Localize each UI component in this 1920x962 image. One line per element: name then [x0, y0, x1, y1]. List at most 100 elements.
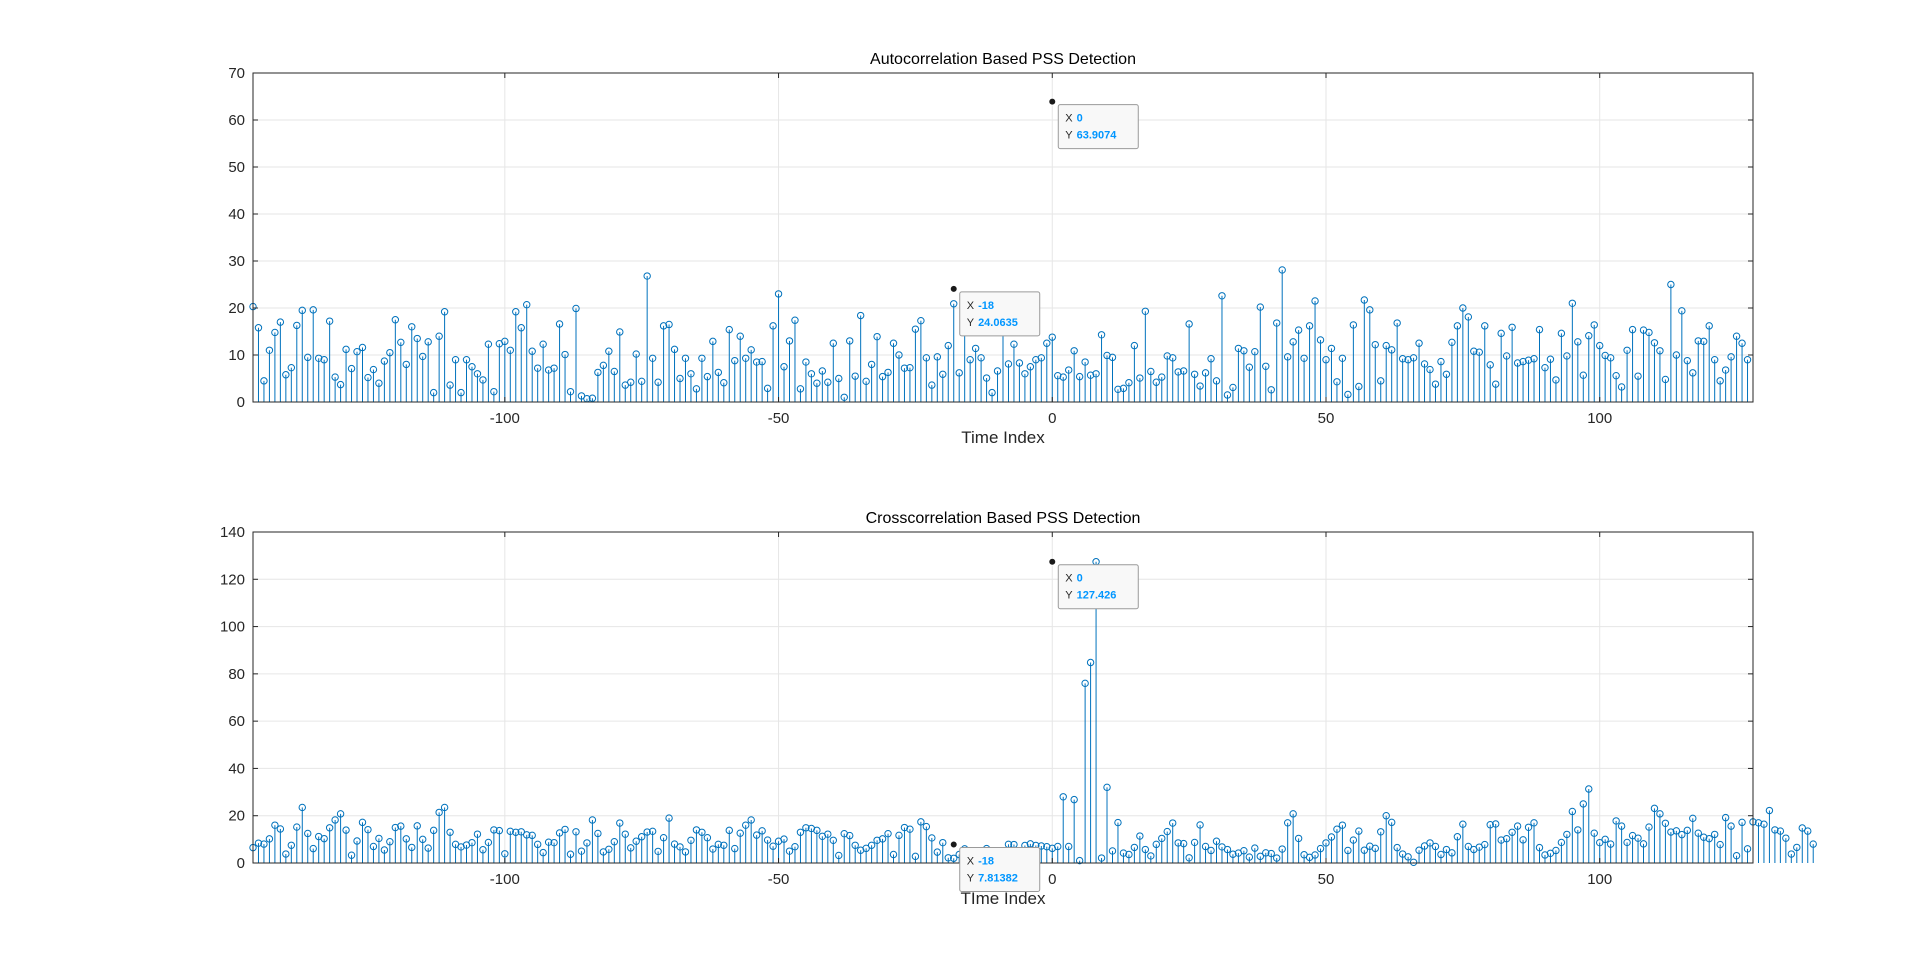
stem-marker	[1574, 826, 1582, 834]
stem-marker	[698, 828, 706, 836]
stem-marker	[1448, 849, 1456, 857]
stem-marker	[1596, 838, 1604, 847]
datatips[interactable]: X -18Y 7.81382 X 0Y 127.426	[949, 557, 1139, 893]
stem-marker	[659, 834, 668, 842]
stem-marker	[621, 830, 629, 838]
stem-marker	[1015, 359, 1024, 367]
stem-marker	[271, 328, 279, 337]
stem-marker	[1672, 827, 1681, 835]
stem-marker	[1223, 845, 1232, 854]
stem-marker	[539, 340, 547, 348]
stem-marker	[725, 826, 733, 835]
x-tick-label: -50	[768, 410, 790, 427]
stem-marker	[796, 385, 805, 393]
datatip-x-label: X	[967, 856, 975, 868]
stem-marker	[1700, 833, 1708, 841]
stem-marker	[1448, 338, 1456, 347]
stem-marker	[462, 356, 471, 364]
stem-marker	[1508, 323, 1516, 331]
stem-marker	[1125, 379, 1133, 387]
stem-marker	[895, 351, 903, 359]
stem-marker	[835, 374, 843, 383]
axes-background	[253, 532, 1753, 863]
stem-marker	[1147, 367, 1155, 376]
datatip-x-label: X	[1065, 113, 1073, 125]
stem-marker	[1283, 353, 1292, 361]
stem-marker	[1513, 359, 1522, 367]
stem-marker	[687, 370, 695, 378]
stem-marker	[1327, 344, 1336, 353]
stem-marker	[506, 346, 514, 354]
stem-marker	[1273, 854, 1281, 862]
stem-marker	[1437, 850, 1445, 859]
stem-marker	[1377, 377, 1385, 385]
stem-marker	[950, 854, 958, 862]
stem-marker	[1311, 851, 1319, 859]
y-tick-label: 30	[228, 253, 245, 270]
stem-marker	[747, 346, 755, 354]
stem-marker	[933, 848, 942, 856]
stem-marker	[1081, 679, 1089, 688]
stem-marker	[1305, 322, 1314, 330]
stem-marker	[1294, 326, 1303, 334]
stem-marker	[1327, 833, 1336, 841]
stem-marker	[889, 850, 898, 859]
stem-marker	[1683, 826, 1692, 835]
stem-marker	[1141, 845, 1150, 854]
stem-marker	[643, 272, 651, 280]
stem-marker	[276, 825, 285, 833]
stem-marker	[523, 831, 531, 839]
stem-marker	[802, 824, 810, 832]
stem-marker	[260, 377, 268, 385]
stem-marker	[1541, 851, 1549, 859]
stem-marker	[1070, 347, 1078, 355]
x-axis-label: Time Index	[961, 428, 1045, 447]
datatip[interactable]: X 0Y 127.426	[1048, 557, 1139, 610]
stem-marker	[977, 354, 985, 362]
stem-marker	[1371, 844, 1379, 853]
datatip-x-value: -18	[978, 856, 994, 868]
stem-marker	[1437, 357, 1445, 366]
stem-marker	[1683, 356, 1692, 365]
stem-marker	[566, 387, 575, 396]
stem-marker	[594, 829, 602, 838]
datatip[interactable]: X 0Y 63.9074	[1048, 97, 1139, 150]
stem-marker	[1689, 814, 1697, 823]
stem-marker	[1152, 378, 1160, 386]
stem-marker	[364, 373, 372, 382]
stem-marker	[309, 844, 317, 853]
stem-marker	[495, 826, 504, 835]
stem-marker	[1130, 341, 1139, 350]
datatip-x-value: 0	[1077, 573, 1083, 585]
datatip[interactable]: X -18Y 24.0635	[949, 284, 1041, 337]
stem-marker	[1037, 842, 1046, 850]
stem-marker	[1322, 839, 1330, 847]
stem-marker	[1721, 366, 1730, 374]
stem-marker	[501, 337, 509, 346]
x-tick-label: 0	[1048, 410, 1056, 427]
stem-marker	[763, 836, 772, 844]
x-ticks: -100 -50 0 50 100	[490, 532, 1612, 888]
stem-marker	[950, 300, 958, 308]
crosscorrelation-axes[interactable]: -100 -50 0 50 100 0 20 40 60 80 100 120 140 Crossco…	[220, 510, 1817, 908]
stem-marker	[1574, 338, 1582, 346]
stem-marker	[1590, 321, 1598, 329]
stem-marker	[665, 814, 673, 822]
stem-marker	[1519, 357, 1527, 366]
y-tick-label: 60	[228, 112, 245, 129]
stem-marker	[1097, 854, 1106, 862]
datatip[interactable]: X -18Y 7.81382	[949, 840, 1041, 893]
stem-marker	[731, 844, 739, 853]
stem-marker	[512, 828, 520, 836]
stem-marker	[637, 377, 646, 386]
stem-marker	[1398, 355, 1407, 363]
stem-marker	[577, 847, 586, 855]
datatips[interactable]: X -18Y 24.0635 X 0Y 63.9074	[949, 97, 1139, 337]
stem-marker	[479, 846, 487, 854]
stem-marker	[1546, 355, 1555, 363]
autocorrelation-axes[interactable]: -100 -50 0 50 100 0 10 20 30 40 50 60 70 Autocorrel…	[228, 51, 1754, 447]
stem-marker	[1092, 370, 1100, 378]
stem-marker	[1568, 807, 1577, 816]
stem-marker	[1492, 820, 1500, 828]
